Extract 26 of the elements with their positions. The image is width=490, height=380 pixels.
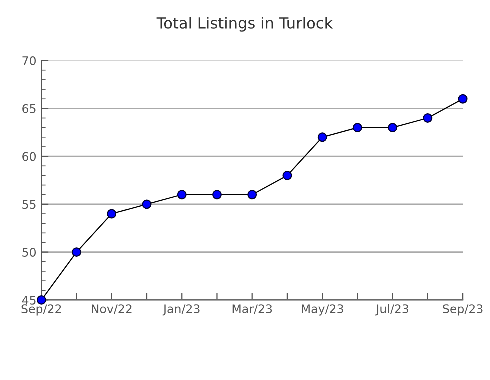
point — [248, 190, 258, 200]
point — [212, 190, 222, 200]
x-tick-label: Sep/22 — [22, 304, 62, 316]
point — [282, 170, 292, 180]
point — [423, 114, 433, 123]
point — [142, 200, 152, 210]
point — [318, 132, 328, 142]
chart-title: Total Listings in Turlock — [156, 17, 334, 32]
x-tick-label: May/23 — [302, 304, 344, 316]
x-tick-label: Nov/22 — [92, 304, 132, 314]
y-tick-label: 55 — [22, 200, 36, 210]
y-tick-label: 70 — [22, 56, 36, 66]
y-tick-label: 65 — [22, 104, 36, 114]
y-tick-label: 50 — [22, 248, 36, 257]
x-tick-label: Mar/23 — [232, 304, 272, 314]
point — [388, 123, 398, 133]
point — [458, 94, 468, 104]
point — [352, 123, 362, 133]
point — [177, 190, 187, 200]
point — [107, 209, 117, 219]
x-tick-label: Sep/23 — [443, 304, 483, 316]
point — [72, 248, 82, 258]
x-tick-label: Jul/23 — [376, 304, 408, 316]
y-tick-label: 45 — [22, 296, 36, 305]
y-tick-label: 60 — [22, 152, 36, 162]
x-tick-label: Jan/23 — [162, 304, 200, 316]
